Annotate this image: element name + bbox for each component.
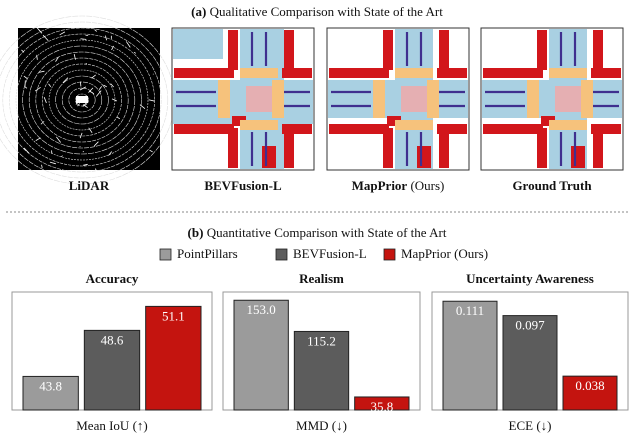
- panel-caption: LiDAR: [69, 178, 110, 193]
- crosswalk: [240, 68, 278, 78]
- sidewalk: [284, 30, 294, 70]
- figure: (a) Qualitative Comparison with State of…: [0, 0, 634, 438]
- value-label: 51.1: [162, 308, 185, 323]
- sidewalk: [228, 30, 238, 70]
- legend-suffix: (Ours): [454, 246, 488, 261]
- sidewalk: [537, 128, 547, 168]
- road: [173, 29, 223, 59]
- sidewalk: [383, 128, 393, 168]
- legend-swatch: [276, 249, 287, 260]
- legend-swatch: [384, 249, 395, 260]
- panel-caption: BEVFusion-L: [204, 178, 282, 193]
- panel-caption: MapPrior (Ours): [352, 178, 445, 193]
- crosswalk: [549, 120, 587, 130]
- sidewalk: [174, 124, 234, 134]
- sidewalk: [593, 30, 603, 70]
- sidewalk: [537, 30, 547, 70]
- value-label: 0.097: [515, 318, 545, 333]
- legend-name: PointPillars: [177, 246, 238, 261]
- intersection: [555, 86, 581, 112]
- part-b-heading: (b) Quantitative Comparison with State o…: [188, 225, 447, 240]
- sidewalk: [329, 124, 389, 134]
- chart-title: Uncertainty Awareness: [466, 271, 594, 286]
- sidewalk: [439, 128, 449, 168]
- legend-name: MapPrior: [401, 246, 452, 261]
- value-label: 115.2: [307, 333, 336, 348]
- intersection: [246, 86, 272, 112]
- value-label: 0.038: [575, 378, 604, 393]
- sidewalk: [174, 68, 234, 78]
- value-label: 35.8: [370, 399, 393, 414]
- sidewalk: [593, 128, 603, 168]
- legend-label: PointPillars: [177, 246, 238, 261]
- value-label: 153.0: [247, 302, 276, 317]
- legend-swatch: [160, 249, 171, 260]
- value-label: 48.6: [101, 332, 124, 347]
- crosswalk: [549, 68, 587, 78]
- lidar-image: [0, 16, 174, 184]
- crosswalk: [581, 80, 593, 118]
- panel-caption: Ground Truth: [512, 178, 592, 193]
- lidar-point: [80, 146, 81, 147]
- map-image: [172, 28, 314, 170]
- panel-name: Ground Truth: [512, 178, 592, 193]
- panel-suffix: (Ours): [410, 178, 444, 193]
- sidewalk: [284, 128, 294, 168]
- sidewalk: [417, 146, 431, 168]
- x-axis-label: MMD (↓): [296, 418, 347, 433]
- lidar-bg: [18, 28, 160, 170]
- part-label: (b): [188, 225, 204, 240]
- panel-name: LiDAR: [69, 178, 110, 193]
- part-label: (a): [191, 4, 206, 19]
- sidewalk: [571, 146, 585, 168]
- sidewalk: [483, 68, 543, 78]
- part-title: Qualitative Comparison with State of the…: [210, 4, 444, 19]
- crosswalk: [240, 120, 278, 130]
- crosswalk: [272, 80, 284, 118]
- panel-name: MapPrior: [352, 178, 408, 193]
- part-title: Quantitative Comparison with State of th…: [207, 225, 447, 240]
- value-label: 0.111: [456, 303, 484, 318]
- part-a-heading: (a) Qualitative Comparison with State of…: [191, 4, 443, 19]
- crosswalk: [427, 80, 439, 118]
- legend-name: BEVFusion-L: [293, 246, 367, 261]
- crosswalk: [218, 80, 230, 118]
- sidewalk: [439, 30, 449, 70]
- crosswalk: [395, 120, 433, 130]
- sidewalk: [329, 68, 389, 78]
- sidewalk: [262, 146, 276, 168]
- x-axis-label: ECE (↓): [509, 418, 552, 433]
- panel-name: BEVFusion-L: [204, 178, 282, 193]
- intersection: [401, 86, 427, 112]
- legend-label: BEVFusion-L: [293, 246, 367, 261]
- sidewalk: [483, 124, 543, 134]
- chart-title: Accuracy: [86, 271, 139, 286]
- value-label: 43.8: [39, 378, 62, 393]
- crosswalk: [373, 80, 385, 118]
- crosswalk: [395, 68, 433, 78]
- chart-title: Realism: [299, 271, 344, 286]
- legend-label: MapPrior (Ours): [401, 246, 488, 261]
- crosswalk: [527, 80, 539, 118]
- sidewalk: [228, 128, 238, 168]
- ego-car: [76, 96, 88, 103]
- map-image: [327, 28, 469, 170]
- map-image: [481, 28, 623, 170]
- sidewalk: [383, 30, 393, 70]
- x-axis-label: Mean IoU (↑): [76, 418, 147, 433]
